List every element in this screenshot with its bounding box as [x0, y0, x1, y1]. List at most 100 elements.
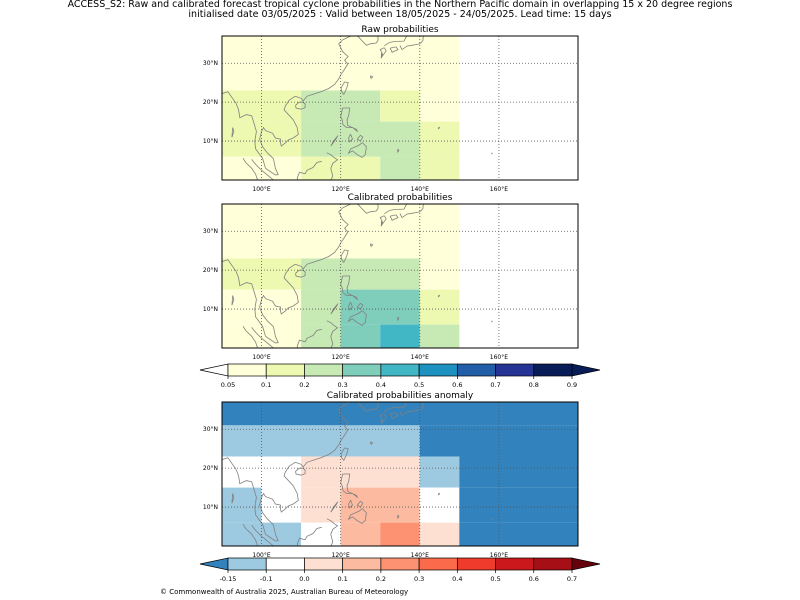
lon-tick-label: 120°E: [332, 354, 350, 361]
coastline: [231, 493, 235, 504]
coastline: [242, 157, 258, 180]
map-panel-2: Calibrated probabilities 100°E 120°E 140°E 1…: [203, 193, 579, 361]
coastline: [295, 402, 351, 468]
coastline: [369, 243, 374, 248]
coastline: [389, 412, 399, 419]
lon-tick-label: 100°E: [252, 354, 270, 361]
coastline: [296, 160, 322, 180]
copyright-notice: © Commonwealth of Australia 2025, Austra…: [160, 588, 409, 596]
probability-cell: [222, 402, 578, 426]
lat-tick-label: 30°N: [203, 426, 218, 433]
coastline: [330, 135, 339, 147]
colorbar-segment: [495, 557, 535, 571]
panel-title: Calibrated probabilities: [348, 193, 453, 203]
coastline: [348, 133, 353, 143]
coastline: [491, 152, 493, 155]
probability-cell: [419, 456, 460, 488]
coastline: [347, 142, 367, 158]
colorbar-tick-label: 0.05: [221, 381, 235, 389]
colorbar-segment: [456, 557, 496, 571]
coastline: [340, 107, 359, 133]
colorbar-segment: [456, 363, 496, 377]
colorbar-tick-label: 0.2: [299, 381, 309, 389]
probability-cell: [301, 487, 341, 523]
coastline: [381, 220, 384, 225]
coastline: [251, 327, 274, 348]
coastline: [295, 204, 351, 270]
map-body: [222, 36, 578, 180]
lon-tick-label: 140°E: [411, 354, 429, 361]
colorbar-tick-label: 0.6: [452, 381, 462, 389]
probability-cell: [419, 121, 460, 157]
probability-cell: [419, 156, 460, 180]
coastline: [348, 301, 353, 311]
coastline: [242, 325, 258, 348]
coastline: [347, 508, 367, 524]
probability-cell: [419, 289, 460, 325]
lat-tick-label: 20°N: [203, 465, 218, 472]
colorbar-tick-label: 0.7: [567, 575, 577, 583]
colorbar-over-arrow: [571, 363, 601, 377]
colorbar-tick-label: 0.3: [337, 381, 347, 389]
coastline: [437, 492, 441, 496]
probability-cell: [261, 90, 302, 122]
coastline: [357, 402, 379, 412]
probability-cell: [380, 90, 420, 122]
lat-tick-label: 20°N: [203, 99, 218, 106]
coastline: [369, 75, 374, 80]
coastline: [340, 473, 359, 499]
probability-cell: [340, 289, 420, 325]
colorbar-tick-label: 0.3: [414, 575, 424, 583]
probability-cell: [419, 324, 460, 348]
colorbar-segment: [418, 363, 458, 377]
coastline: [381, 418, 384, 423]
probability-cell: [340, 487, 420, 523]
probability-cell: [340, 324, 381, 348]
colorbar-segment: [380, 363, 420, 377]
colorbar-probability: 0.05 0.1 0.2 0.3 0.4 0.5 0.6 0.7 0.8 0.9: [199, 363, 601, 389]
coastline: [295, 101, 306, 110]
lon-tick-label: 160°E: [490, 354, 508, 361]
coastline: [222, 457, 299, 542]
panel-title: Calibrated probabilities anomaly: [327, 391, 474, 401]
colorbar-segment: [380, 557, 420, 571]
coastline: [491, 320, 493, 323]
coastline: [399, 204, 424, 219]
probability-cell: [419, 258, 460, 290]
coastline: [399, 402, 424, 417]
panel-title: Raw probabilities: [361, 25, 439, 35]
colorbar-tick-label: -0.1: [260, 575, 273, 583]
colorbar-tick-label: 0.4: [452, 575, 462, 583]
coastline: [340, 447, 349, 462]
coastline: [348, 499, 353, 509]
map-frame: [221, 401, 579, 547]
coastline: [383, 36, 408, 47]
colorbar-under-arrow: [199, 363, 229, 377]
coastline: [369, 441, 374, 446]
coastline: [251, 525, 274, 546]
coastline: [231, 295, 235, 306]
colorbar-tick-label: 0.6: [529, 575, 539, 583]
coastline: [296, 328, 322, 348]
colorbar-tick-label: 0.0: [299, 575, 309, 583]
probability-cell: [459, 456, 578, 488]
probability-cell: [301, 324, 341, 348]
probability-cell: [222, 456, 302, 488]
lat-tick-label: 30°N: [203, 228, 218, 235]
coastline: [330, 303, 339, 315]
coastline: [340, 249, 349, 264]
coastline: [340, 275, 359, 301]
probability-cell: [419, 425, 578, 457]
probability-cell: [380, 324, 420, 348]
coastline: [231, 127, 235, 138]
probability-cell: [419, 90, 460, 122]
coastline: [397, 148, 400, 154]
probability-cell: [222, 258, 302, 290]
colorbar-tick-label: 0.7: [490, 381, 500, 389]
probability-cell: [380, 522, 420, 546]
lat-tick-label: 20°N: [203, 267, 218, 274]
coastline: [383, 402, 408, 413]
coastline: [389, 214, 399, 221]
colorbar-segment: [227, 363, 267, 377]
